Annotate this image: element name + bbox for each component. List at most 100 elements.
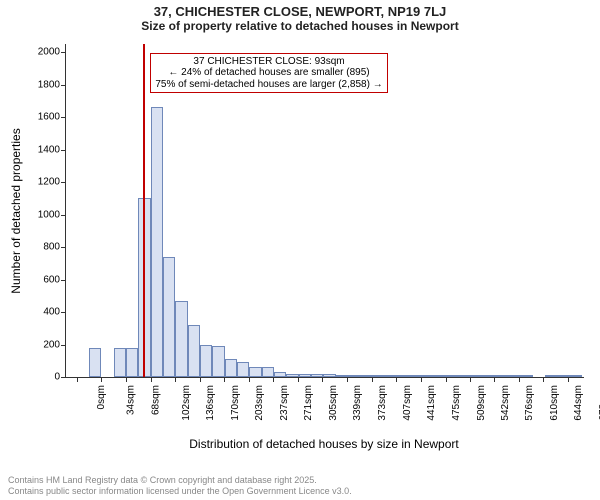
x-tick-label: 441sqm [426,385,437,421]
histogram-bar [483,375,495,377]
histogram-bar [200,345,212,377]
y-axis-label: Number of detached properties [9,128,23,293]
histogram-bar [323,374,335,377]
x-tick-label: 102sqm [181,385,192,421]
histogram-bar [545,375,557,377]
x-tick-mark [200,377,201,382]
x-tick-mark [347,377,348,382]
histogram-bar [471,375,483,377]
x-tick-label: 610sqm [549,385,560,421]
x-tick-label: 0sqm [96,385,107,409]
y-tick-label: 0 [54,372,66,383]
histogram-bar [237,362,249,377]
x-tick-label: 237sqm [279,385,290,421]
histogram-bar [459,375,471,377]
histogram-bar [557,375,569,377]
x-tick-label: 373sqm [377,385,388,421]
x-tick-mark [519,377,520,382]
x-tick-mark [224,377,225,382]
histogram-bar [422,375,434,377]
y-tick-label: 2000 [38,47,66,58]
x-tick-mark [77,377,78,382]
plot-area: 02004006008001000120014001600180020000sq… [65,44,584,378]
x-tick-label: 170sqm [230,385,241,421]
histogram-bar [360,375,372,377]
histogram-bar [274,372,286,377]
histogram-bar [126,348,138,377]
x-tick-mark [568,377,569,382]
histogram-bar [385,375,397,377]
histogram-bar [496,375,508,377]
y-tick-label: 600 [43,274,66,285]
x-tick-mark [372,377,373,382]
histogram-bar [163,257,175,377]
x-tick-label: 509sqm [476,385,487,421]
x-tick-mark [151,377,152,382]
y-tick-label: 1600 [38,112,66,123]
histogram-bar [249,367,261,377]
x-tick-label: 542sqm [500,385,511,421]
x-tick-mark [322,377,323,382]
x-tick-label: 68sqm [151,385,162,415]
histogram-bar [372,375,384,377]
chart-title-main: 37, CHICHESTER CLOSE, NEWPORT, NP19 7LJ [0,0,600,19]
histogram-bar [175,301,187,377]
x-tick-mark [273,377,274,382]
x-tick-label: 305sqm [328,385,339,421]
footer-line-1: Contains HM Land Registry data © Crown c… [8,475,352,485]
x-tick-mark [101,377,102,382]
histogram-bar [348,375,360,377]
y-tick-label: 1800 [38,79,66,90]
x-axis-label: Distribution of detached houses by size … [189,437,458,451]
x-tick-label: 576sqm [524,385,535,421]
y-tick-label: 1400 [38,144,66,155]
annotation-box: 37 CHICHESTER CLOSE: 93sqm← 24% of detac… [150,53,387,94]
chart-title-sub: Size of property relative to detached ho… [0,19,600,37]
histogram-bar [89,348,101,377]
histogram-bar [188,325,200,377]
histogram-bar [570,375,582,377]
x-tick-mark [249,377,250,382]
histogram-bar [520,375,532,377]
chart-container: 37, CHICHESTER CLOSE, NEWPORT, NP19 7LJ … [0,0,600,500]
y-tick-label: 800 [43,242,66,253]
annotation-line-1: 37 CHICHESTER CLOSE: 93sqm [155,56,382,68]
x-tick-label: 34sqm [126,385,137,415]
x-tick-label: 339sqm [353,385,364,421]
histogram-bar [397,375,409,377]
x-tick-mark [494,377,495,382]
x-tick-label: 203sqm [254,385,265,421]
x-tick-mark [470,377,471,382]
histogram-bar [434,375,446,377]
y-tick-label: 1200 [38,177,66,188]
x-tick-mark [298,377,299,382]
x-tick-label: 271sqm [303,385,314,421]
histogram-bar [212,346,224,377]
histogram-bar [114,348,126,377]
x-tick-mark [126,377,127,382]
histogram-bar [151,107,163,377]
x-tick-mark [396,377,397,382]
footer-line-2: Contains public sector information licen… [8,486,352,496]
histogram-bar [262,367,274,377]
x-tick-label: 136sqm [205,385,216,421]
annotation-line-3: 75% of semi-detached houses are larger (… [155,79,382,91]
x-tick-mark [421,377,422,382]
x-tick-label: 475sqm [451,385,462,421]
x-tick-label: 644sqm [574,385,585,421]
histogram-bar [299,374,311,377]
footer-attribution: Contains HM Land Registry data © Crown c… [8,475,352,496]
histogram-bar [336,375,348,377]
histogram-bar [286,374,298,377]
x-tick-mark [175,377,176,382]
x-tick-mark [543,377,544,382]
reference-line [143,44,145,377]
y-tick-label: 1000 [38,209,66,220]
x-tick-mark [446,377,447,382]
histogram-bar [446,375,458,377]
x-tick-label: 407sqm [402,385,413,421]
histogram-bar [409,375,421,377]
y-tick-label: 400 [43,307,66,318]
histogram-bar [225,359,237,377]
annotation-line-2: ← 24% of detached houses are smaller (89… [155,67,382,79]
